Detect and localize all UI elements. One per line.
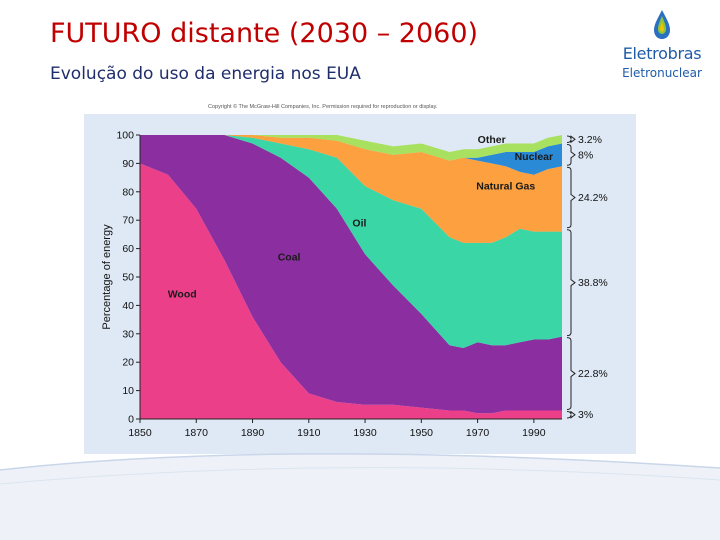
- area-label-natural-gas: Natural Gas: [476, 181, 535, 193]
- y-tick-label: 100: [116, 130, 134, 142]
- y-tick-label: 90: [122, 158, 134, 170]
- share-label: 8%: [578, 149, 593, 161]
- x-tick-label: 1910: [297, 427, 321, 439]
- share-label: 38.8%: [578, 277, 608, 289]
- x-tick-label: 1950: [410, 427, 434, 439]
- area-nuclear: [140, 135, 562, 175]
- x-tick-label: 1930: [353, 427, 377, 439]
- logo-subtitle: Eletronuclear: [622, 66, 702, 80]
- share-bracket: [566, 229, 576, 337]
- energy-share-area-chart: 0 10 20 30 40 50 60 70 80 90 100 1850 1870 1890 1910 19…: [84, 114, 636, 454]
- share-bracket: [566, 337, 576, 410]
- x-tick-label: 1870: [185, 427, 209, 439]
- x-tick-label: 1890: [241, 427, 265, 439]
- y-tick-label: 40: [122, 300, 134, 312]
- area-coal: [140, 135, 562, 414]
- slide-title: FUTURO distante (2030 – 2060): [50, 18, 479, 49]
- area-label-oil: Oil: [352, 218, 366, 230]
- logo-name: Eletrobras: [622, 44, 702, 63]
- footer-swoosh-decoration: [0, 453, 720, 540]
- y-tick-label: 70: [122, 215, 134, 227]
- y-tick-label: 50: [122, 272, 134, 284]
- x-tick-label: 1850: [128, 427, 152, 439]
- share-bracket: [566, 166, 576, 229]
- area-oil: [140, 135, 562, 348]
- share-bracket: [566, 144, 576, 166]
- area-other: [140, 135, 562, 161]
- y-tick-label: 20: [122, 357, 134, 369]
- y-tick-label: 30: [122, 328, 134, 340]
- x-tick-label: 1970: [466, 427, 490, 439]
- copyright-notice: Copyright © The McGraw-Hill Companies, I…: [208, 104, 438, 110]
- water-drop-logo-icon: [654, 10, 670, 39]
- y-tick-label: 10: [122, 385, 134, 397]
- eletrobras-logo: Eletrobras Eletronuclear: [614, 8, 710, 88]
- share-label: 3.2%: [578, 134, 602, 146]
- share-label: 3%: [578, 409, 593, 421]
- x-tick-label: 1990: [522, 427, 546, 439]
- y-tick-label: 80: [122, 186, 134, 198]
- y-tick-label: 60: [122, 243, 134, 255]
- y-tick-label: 0: [128, 414, 134, 426]
- share-label: 22.8%: [578, 368, 608, 380]
- area-label-nuclear: Nuclear: [515, 151, 554, 163]
- y-axis-title: Percentage of energy: [101, 224, 113, 330]
- slide-subtitle: Evolução do uso da energia nos EUA: [50, 64, 361, 84]
- area-natural-gas: [140, 135, 562, 243]
- area-label-wood: Wood: [168, 289, 197, 301]
- share-label: 24.2%: [578, 192, 608, 204]
- area-wood: [140, 163, 562, 419]
- area-label-coal: Coal: [278, 252, 301, 264]
- share-bracket: [566, 410, 576, 419]
- share-bracket: [566, 135, 576, 144]
- area-label-other: Other: [478, 134, 506, 146]
